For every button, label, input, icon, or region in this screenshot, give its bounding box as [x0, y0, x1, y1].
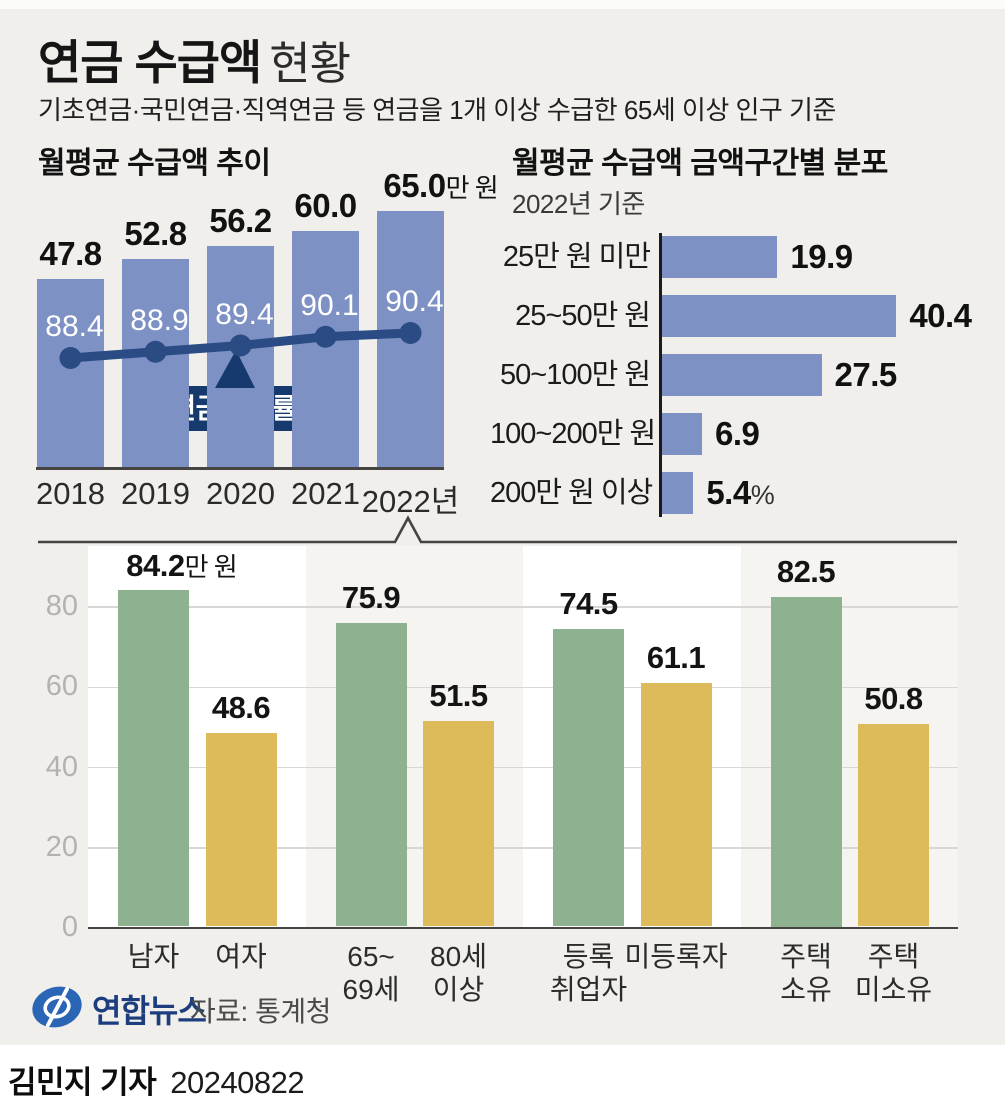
group-bar-value: 48.6	[211, 689, 271, 725]
trend-line-series	[59, 322, 422, 388]
dist-bar-value: 5.4%	[706, 474, 775, 511]
group-gridline	[88, 766, 958, 769]
group-x-label: 여자	[215, 941, 267, 972]
yonhap-logo-text: 연합뉴스	[92, 993, 207, 1029]
trend-line-value: 88.9	[130, 303, 189, 337]
byline-name: 김민지 기자	[8, 1065, 157, 1100]
trend-line-value: 90.1	[300, 288, 359, 322]
group-bar-value: 61.1	[646, 639, 706, 675]
trend-bar	[37, 279, 104, 468]
group-x-label: 65~ 69세	[342, 941, 400, 1005]
group-bar-value: 74.5	[559, 586, 618, 622]
trend-x-label: 2019	[121, 476, 190, 511]
group-bar	[553, 629, 624, 927]
trend-line-value: 90.4	[385, 285, 444, 318]
group-x-label: 주택 미소유	[854, 941, 933, 1005]
trend-bar-value: 60.0	[294, 187, 357, 224]
group-y-tick: 0	[61, 911, 78, 943]
dist-axis-line	[659, 233, 662, 517]
group-bar	[335, 623, 407, 927]
group-y-tick: 80	[45, 590, 78, 622]
trend-chart-title: 월평균 수급액 추이	[38, 147, 271, 180]
group-bar-value: 50.8	[864, 681, 923, 717]
group-y-tick: 20	[45, 830, 78, 863]
trend-bar-value: 56.2	[209, 202, 272, 239]
page-title-strong: 연금 수급액	[38, 36, 262, 89]
dist-bar-value: 40.4	[909, 297, 972, 334]
byline-strip: 김민지 기자 20240822	[0, 1045, 1005, 1107]
trend-line-point	[229, 334, 252, 357]
group-gridline	[88, 847, 958, 849]
dist-cat-label: 25~50만 원	[515, 300, 651, 332]
group-x-label: 주택 소유	[780, 941, 832, 1005]
top-strip	[0, 0, 1005, 9]
page-subtitle: 기초연금·국민연금·직역연금 등 연금을 1개 이상 수급한 65세 이상 인구…	[38, 95, 836, 125]
dist-bar-value: 6.9	[715, 415, 760, 452]
group-bar	[858, 724, 929, 927]
dist-cat-label: 200만 원 이상	[490, 477, 653, 509]
dist-cat-label: 50~100만 원	[500, 359, 651, 391]
dist-bar	[662, 295, 897, 337]
dist-cat-label: 25만 원 미만	[502, 241, 651, 273]
trend-line-point	[59, 347, 82, 369]
dist-bar	[662, 413, 703, 455]
trend-x-label: 2020	[206, 476, 275, 511]
group-bar	[205, 732, 277, 927]
trend-line-value: 88.4	[45, 310, 104, 343]
connector-bracket	[38, 515, 957, 544]
trend-bar	[292, 231, 359, 468]
dist-bar-value: 27.5	[834, 356, 898, 393]
group-unit-suffix: 만 원	[184, 552, 238, 583]
group-axis-line	[88, 926, 958, 929]
dist-bar	[662, 354, 822, 396]
group-bar-value: 82.5	[776, 553, 836, 589]
group-x-label: 등록 취업자	[549, 941, 628, 1005]
trend-x-label: 2022년	[361, 484, 460, 519]
dist-unit-suffix: %	[750, 480, 775, 510]
trend-line-point	[314, 325, 337, 348]
group-x-label: 80세 이상	[430, 941, 487, 1005]
group-bar	[423, 721, 494, 927]
source-label: 자료: 통계청	[190, 996, 331, 1027]
group-y-tick: 60	[45, 670, 78, 703]
trend-axis-line	[36, 467, 444, 470]
dist-chart-subtitle: 2022년 기준	[512, 189, 645, 219]
group-bar-value: 51.5	[429, 678, 488, 714]
dist-bar-value: 19.9	[790, 238, 853, 275]
dist-bar	[662, 236, 778, 278]
trend-unit-suffix: 만 원	[445, 173, 499, 204]
group-y-tick: 40	[45, 750, 78, 783]
trend-line-point	[399, 322, 422, 344]
trend-x-label: 2021	[291, 476, 360, 511]
group-bar-value: 84.2만 원	[126, 548, 238, 584]
trend-bar	[122, 259, 189, 468]
callout-pointer	[215, 350, 255, 388]
trend-bar-value: 47.8	[39, 235, 102, 273]
trend-bar	[207, 246, 274, 468]
dist-chart-title: 월평균 수급액 금액구간별 분포	[512, 147, 888, 180]
group-bar	[118, 590, 189, 927]
page-title: 연금 수급액 현황	[38, 24, 351, 93]
group-x-label: 미등록자	[624, 941, 728, 972]
trend-bar-value: 65.0만 원	[383, 167, 499, 205]
group-x-label: 남자	[127, 941, 180, 972]
group-gridline	[88, 686, 958, 688]
trend-bar-value: 52.8	[124, 215, 187, 253]
page-title-light: 현황	[269, 38, 351, 89]
group-bar	[770, 596, 842, 927]
group-gridline	[88, 606, 958, 608]
trend-line-point	[144, 340, 167, 363]
dist-cat-label: 100~200만 원	[490, 418, 656, 450]
byline-date: 20240822	[170, 1065, 305, 1100]
trend-x-label: 2018	[36, 476, 105, 511]
dist-bar	[662, 472, 694, 514]
yonhap-logo-icon	[32, 986, 82, 1028]
byline: 김민지 기자 20240822	[8, 1057, 305, 1102]
group-bar-value: 75.9	[341, 580, 401, 616]
trend-line-value: 89.4	[215, 297, 274, 331]
group-bar	[640, 682, 712, 927]
